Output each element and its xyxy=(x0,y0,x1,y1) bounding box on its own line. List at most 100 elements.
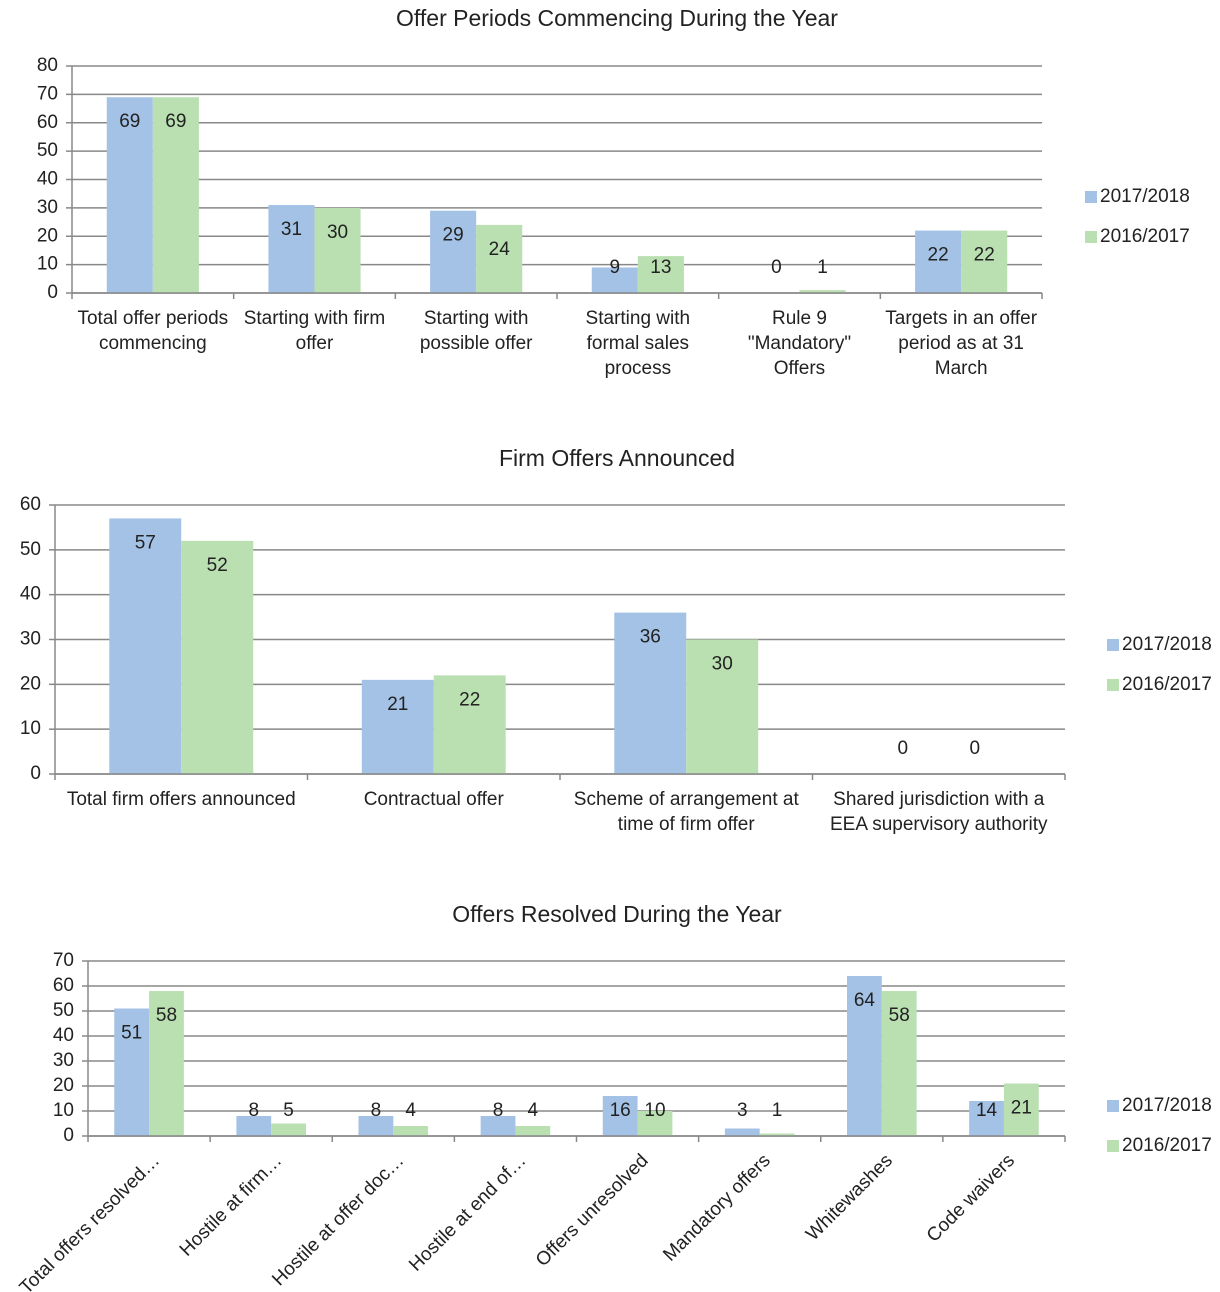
y-tick-label: 40 xyxy=(53,1025,74,1046)
data-label: 30 xyxy=(327,222,348,243)
legend-label: 2017/2018 xyxy=(1122,634,1212,655)
x-tick-label: Hostile at firm… xyxy=(176,1150,286,1260)
data-label: 21 xyxy=(1011,1098,1032,1119)
y-tick-label: 10 xyxy=(37,254,58,275)
y-tick-label: 30 xyxy=(20,629,41,650)
data-label: 9 xyxy=(610,257,621,278)
x-tick-label: Code waivers xyxy=(923,1150,1019,1246)
data-label: 69 xyxy=(165,111,186,132)
data-label: 13 xyxy=(650,257,671,278)
bar xyxy=(268,205,315,293)
data-label: 1 xyxy=(772,1100,783,1121)
bar xyxy=(476,224,523,293)
y-tick-label: 40 xyxy=(37,169,58,190)
bar xyxy=(149,991,184,1136)
data-label: 21 xyxy=(387,694,408,715)
bar xyxy=(358,1116,394,1136)
y-tick-label: 50 xyxy=(20,539,41,560)
legend-label: 2016/2017 xyxy=(1122,1135,1212,1156)
y-tick-label: 30 xyxy=(37,197,58,218)
bar xyxy=(109,518,182,774)
legend-swatch xyxy=(1107,639,1119,651)
data-label: 52 xyxy=(207,555,228,576)
y-tick-label: 50 xyxy=(53,1000,74,1021)
bar xyxy=(637,256,684,293)
y-tick-label: 60 xyxy=(53,975,74,996)
data-label: 16 xyxy=(610,1100,631,1121)
bar xyxy=(271,1123,306,1136)
y-tick-label: 0 xyxy=(63,1125,74,1146)
bar xyxy=(591,267,638,293)
bar xyxy=(969,1101,1004,1136)
bar xyxy=(915,230,962,293)
x-tick-label: Rule 9 "Mandatory" Offers xyxy=(747,308,852,379)
bar xyxy=(314,207,361,293)
y-tick-label: 80 xyxy=(37,55,58,76)
x-tick-label: Starting with firm offer xyxy=(243,308,386,354)
y-tick-label: 20 xyxy=(20,673,41,694)
legend-swatch xyxy=(1085,231,1097,243)
bar xyxy=(181,540,254,774)
chart-title: Firm Offers Announced xyxy=(499,445,735,471)
bar xyxy=(881,991,917,1136)
x-tick-label: Whitewashes xyxy=(802,1150,897,1245)
bar xyxy=(106,97,153,294)
bar xyxy=(433,675,506,774)
bar xyxy=(759,1133,795,1136)
data-label: 8 xyxy=(248,1100,259,1121)
x-tick-label: Starting with formal sales process xyxy=(585,308,691,379)
data-label: 1 xyxy=(817,257,828,278)
x-tick-label: Total offer periods commencing xyxy=(77,308,229,354)
data-label: 22 xyxy=(928,245,949,266)
bar xyxy=(430,210,477,293)
y-tick-label: 20 xyxy=(37,225,58,246)
data-label: 30 xyxy=(712,654,733,675)
x-tick-label: Shared jurisdiction with a EEA superviso… xyxy=(829,789,1048,835)
legend-label: 2017/2018 xyxy=(1122,1095,1212,1116)
bar xyxy=(799,290,846,293)
chart-title: Offers Resolved During the Year xyxy=(452,901,782,927)
y-tick-label: 10 xyxy=(53,1100,74,1121)
bar xyxy=(637,1111,673,1136)
y-tick-label: 30 xyxy=(53,1050,74,1071)
data-label: 3 xyxy=(737,1100,748,1121)
y-tick-label: 20 xyxy=(53,1075,74,1096)
data-label: 10 xyxy=(644,1100,665,1121)
x-tick-label: Contractual offer xyxy=(363,789,504,810)
data-label: 4 xyxy=(528,1100,539,1121)
x-tick-label: Scheme of arrangement at time of firm of… xyxy=(573,789,799,835)
data-label: 4 xyxy=(405,1100,416,1121)
x-tick-label: Total offers resolved… xyxy=(16,1150,164,1292)
y-tick-label: 40 xyxy=(20,584,41,605)
legend-swatch xyxy=(1085,191,1097,203)
data-label: 8 xyxy=(371,1100,382,1121)
bar xyxy=(724,1128,760,1136)
legend-label: 2016/2017 xyxy=(1100,226,1190,247)
bar xyxy=(602,1096,638,1136)
data-label: 36 xyxy=(640,627,661,648)
x-tick-label: Targets in an offer period as at 31 Marc… xyxy=(885,308,1038,379)
bar xyxy=(152,97,199,294)
y-tick-label: 60 xyxy=(37,112,58,133)
data-label: 58 xyxy=(889,1005,910,1026)
data-label: 14 xyxy=(976,1100,998,1121)
y-tick-label: 60 xyxy=(20,494,41,515)
bar xyxy=(847,976,882,1136)
data-label: 0 xyxy=(897,738,908,759)
data-label: 51 xyxy=(121,1023,142,1044)
x-tick-label: Hostile at end of… xyxy=(405,1150,530,1275)
data-label: 57 xyxy=(135,532,156,553)
data-label: 0 xyxy=(771,257,782,278)
data-label: 58 xyxy=(156,1005,177,1026)
bar xyxy=(236,1116,272,1136)
data-label: 24 xyxy=(489,239,511,260)
x-tick-label: Total firm offers announced xyxy=(66,789,296,810)
bar xyxy=(361,679,434,774)
x-tick-label: Hostile at offer doc… xyxy=(268,1150,408,1290)
data-label: 5 xyxy=(283,1100,294,1121)
data-label: 8 xyxy=(493,1100,504,1121)
bar xyxy=(686,639,759,774)
data-label: 31 xyxy=(281,219,302,240)
bar xyxy=(614,612,687,774)
